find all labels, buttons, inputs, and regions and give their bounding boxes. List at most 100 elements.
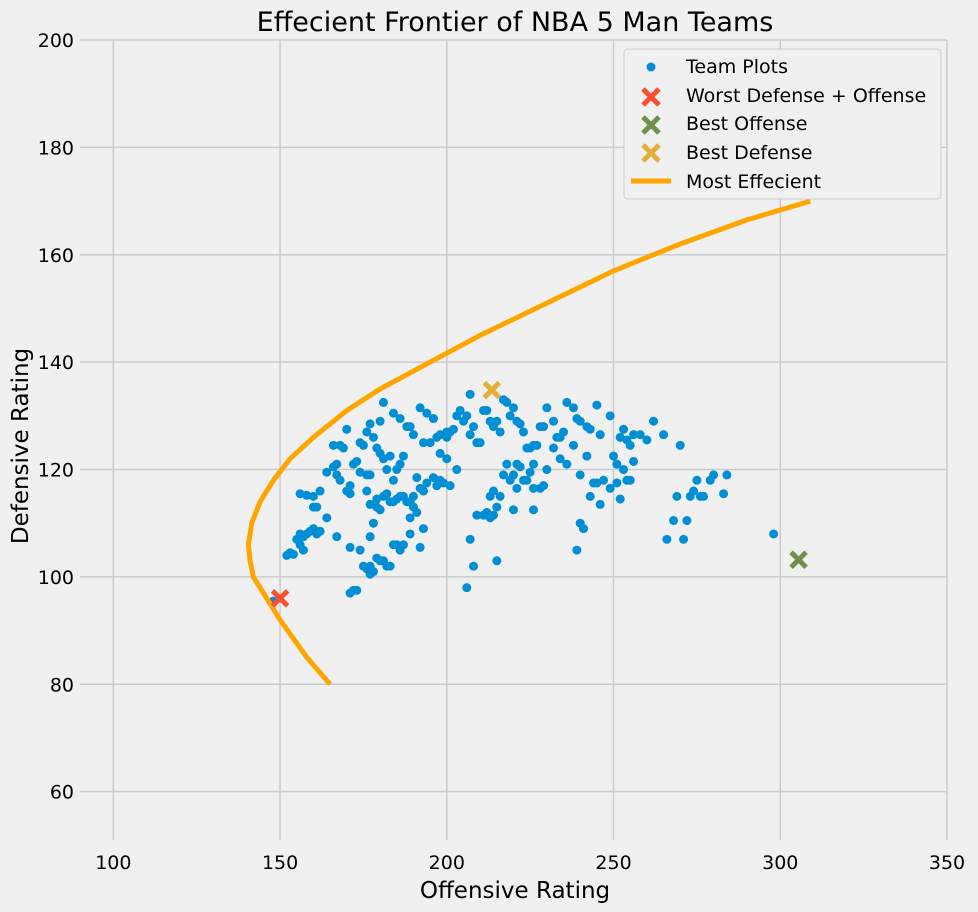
team-point — [519, 427, 529, 437]
team-point — [475, 438, 485, 448]
team-point — [492, 502, 502, 512]
y-tick-labels: 60 80 100 120 140 160 180 200 — [38, 30, 74, 804]
team-point — [332, 459, 342, 469]
team-point — [642, 435, 652, 445]
team-point — [405, 513, 415, 523]
team-point — [569, 440, 579, 450]
team-point — [689, 486, 699, 496]
y-tick-label: 200 — [38, 30, 74, 52]
legend-marker-worst — [641, 87, 661, 107]
team-point — [549, 416, 559, 426]
team-point — [462, 411, 472, 421]
team-point — [332, 532, 342, 542]
team-point — [532, 440, 542, 450]
team-point — [585, 491, 595, 501]
team-point — [609, 451, 619, 461]
team-point — [498, 470, 508, 480]
team-point — [375, 505, 385, 515]
team-point — [575, 416, 585, 426]
marker-best-defense — [482, 380, 502, 400]
team-point — [465, 430, 475, 440]
legend-label-most-efficient: Most Effecient — [686, 171, 821, 193]
team-point — [418, 524, 428, 534]
team-point — [422, 408, 432, 418]
team-point — [572, 545, 582, 555]
x-tick-label: 300 — [762, 852, 798, 874]
team-point — [502, 459, 512, 469]
y-tick-label: 100 — [38, 567, 74, 589]
team-point — [392, 465, 402, 475]
team-point — [428, 414, 438, 424]
team-point — [345, 542, 355, 552]
team-point — [722, 470, 732, 480]
team-point — [492, 416, 502, 426]
team-point — [352, 456, 362, 466]
y-tick-label: 180 — [38, 137, 74, 159]
team-point — [418, 486, 428, 496]
team-point — [662, 534, 672, 544]
team-point — [592, 400, 602, 410]
team-point — [365, 419, 375, 429]
team-point — [669, 516, 679, 526]
x-tick-label: 350 — [929, 852, 965, 874]
team-point — [682, 516, 692, 526]
team-point — [582, 451, 592, 461]
team-point — [368, 518, 378, 528]
team-point — [315, 486, 325, 496]
team-point — [418, 438, 428, 448]
team-point — [415, 403, 425, 413]
team-point — [382, 465, 392, 475]
legend-label-worst: Worst Defense + Offense — [686, 85, 926, 107]
team-point — [495, 427, 505, 437]
team-point — [385, 561, 395, 571]
team-point — [542, 465, 552, 475]
team-point — [288, 549, 298, 559]
y-tick-label: 80 — [50, 674, 74, 696]
team-point — [412, 507, 422, 517]
team-point — [388, 408, 398, 418]
team-point — [462, 583, 472, 593]
team-point — [322, 513, 332, 523]
team-point — [442, 454, 452, 464]
team-point — [515, 419, 525, 429]
team-point — [425, 438, 435, 448]
legend-marker-best-defense — [641, 143, 661, 163]
team-point — [575, 470, 585, 480]
team-point — [599, 475, 609, 485]
team-point — [368, 432, 378, 442]
y-tick-label: 120 — [38, 460, 74, 482]
team-point — [605, 411, 615, 421]
team-point — [385, 451, 395, 461]
team-point — [559, 427, 569, 437]
team-point — [488, 510, 498, 520]
team-point — [362, 427, 372, 437]
team-point — [505, 411, 515, 421]
team-point — [529, 505, 539, 515]
legend: Team Plots Worst Defense + Offense Best … — [623, 48, 942, 200]
team-point — [468, 422, 478, 432]
team-point — [365, 470, 375, 480]
team-point — [398, 540, 408, 550]
marker-worst-defense-offense — [270, 589, 290, 608]
highlight-markers — [270, 380, 808, 608]
team-point — [345, 481, 355, 491]
team-point — [529, 483, 539, 493]
team-point — [619, 424, 629, 434]
team-point — [625, 440, 635, 450]
x-tick-labels: 100 150 200 250 300 350 — [95, 852, 965, 874]
team-point — [488, 486, 498, 496]
x-tick-label: 250 — [595, 852, 631, 874]
most-efficient-line — [245, 198, 812, 686]
team-point — [495, 491, 505, 501]
team-point — [298, 545, 308, 555]
team-point — [482, 405, 492, 415]
team-point — [465, 389, 475, 399]
team-point — [455, 405, 465, 415]
team-point — [629, 456, 639, 466]
team-point — [719, 489, 729, 499]
team-point — [525, 467, 535, 477]
y-tick-label: 140 — [38, 352, 74, 374]
legend-marker-best-offense — [641, 115, 661, 135]
team-point — [315, 526, 325, 536]
